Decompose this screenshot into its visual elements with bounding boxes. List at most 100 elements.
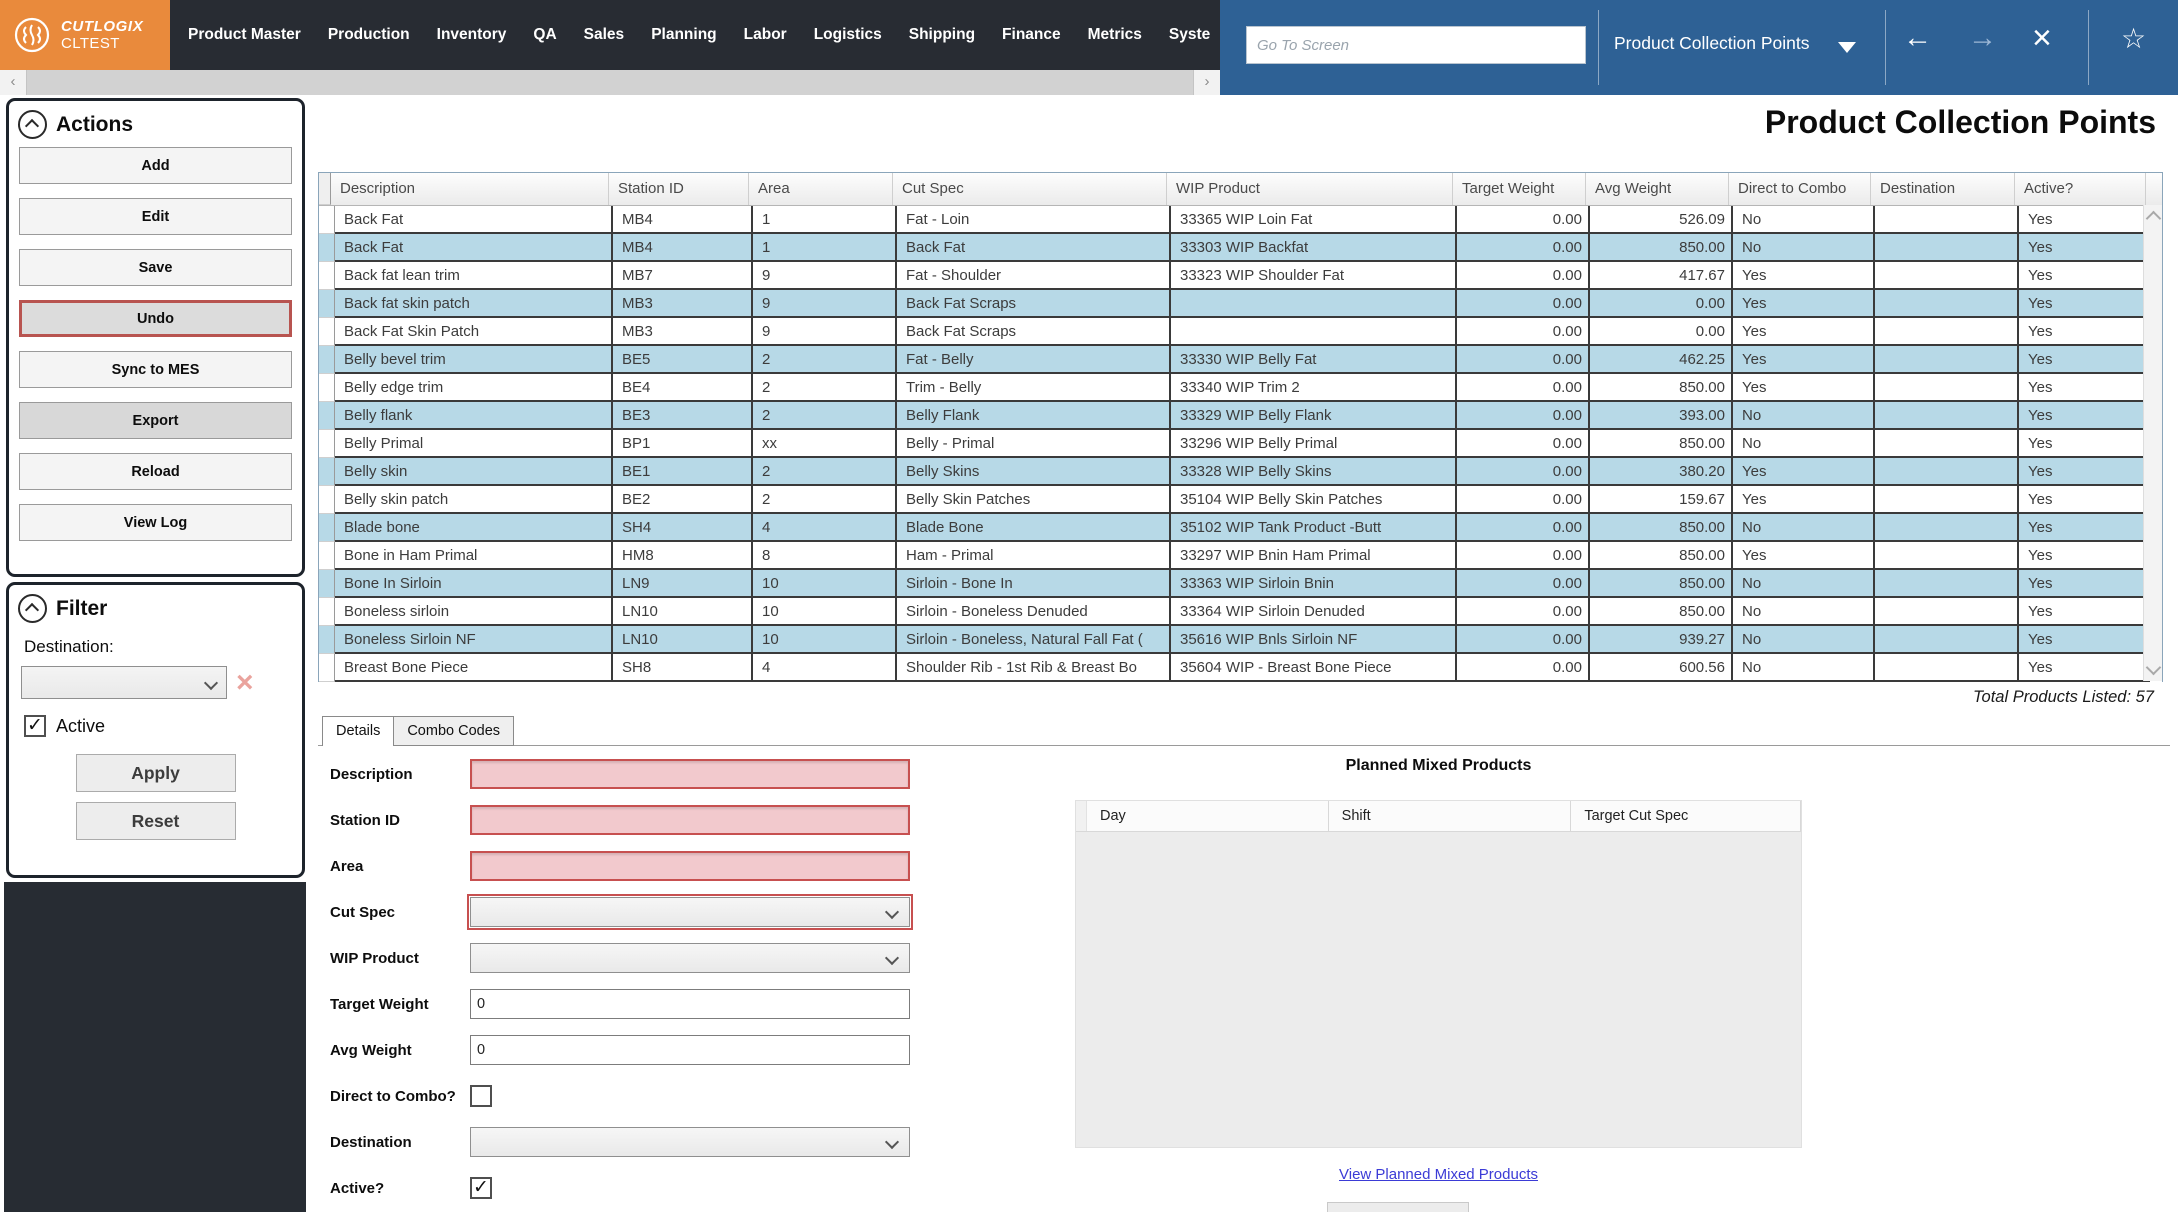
table-row[interactable]: Bone In Sirloin LN9 10 Sirloin - Bone In 333…: [319, 570, 2162, 598]
favorite-star-icon[interactable]: ☆: [2121, 23, 2147, 54]
filter-panel-header[interactable]: Filter: [18, 594, 302, 623]
column-header[interactable]: Area: [749, 173, 893, 205]
nav-item-production[interactable]: Production: [327, 26, 410, 43]
scroll-down-icon[interactable]: [2145, 659, 2162, 676]
export-button[interactable]: Export: [19, 402, 292, 439]
horizontal-scrollbar[interactable]: ‹ ›: [0, 70, 1220, 95]
avg-weight-field[interactable]: [470, 1035, 910, 1065]
table-row[interactable]: Back Fat MB4 1 Back Fat 33303 WIP Backfat 0.0…: [319, 234, 2162, 262]
vertical-scrollbar[interactable]: [2143, 205, 2162, 681]
table-row[interactable]: Bone in Ham Primal HM8 8 Ham - Primal 33297 …: [319, 542, 2162, 570]
collapse-chevron-icon[interactable]: [18, 594, 47, 623]
table-cell: Bone In Sirloin: [335, 570, 613, 598]
table-cell: Sirloin - Bone In: [897, 570, 1171, 598]
back-button[interactable]: ←: [1903, 22, 1932, 54]
wip-product-select[interactable]: [470, 943, 910, 973]
direct-to-combo-checkbox[interactable]: [470, 1085, 492, 1107]
column-header[interactable]: Shift: [1329, 801, 1572, 831]
table-row[interactable]: Back fat skin patch MB3 9 Back Fat Scraps 0.…: [319, 290, 2162, 318]
nav-item-planning[interactable]: Planning: [651, 26, 717, 43]
nav-item-labor[interactable]: Labor: [743, 26, 787, 43]
table-row[interactable]: Back Fat Skin Patch MB3 9 Back Fat Scraps 0.…: [319, 318, 2162, 346]
table-cell: MB7: [613, 262, 753, 290]
table-row[interactable]: Belly Primal BP1 xx Belly - Primal 33296 WIP…: [319, 430, 2162, 458]
nav-item-sales[interactable]: Sales: [583, 26, 625, 43]
description-field[interactable]: [470, 759, 910, 789]
nav-item-metrics[interactable]: Metrics: [1087, 26, 1142, 43]
chevron-down-icon[interactable]: [1838, 42, 1856, 53]
column-header[interactable]: Target Cut Spec: [1571, 801, 1801, 831]
target-weight-field[interactable]: [470, 989, 910, 1019]
table-row[interactable]: Boneless Sirloin NF LN10 10 Sirloin - Bonel…: [319, 626, 2162, 654]
table-row[interactable]: Boneless sirloin LN10 10 Sirloin - Boneless…: [319, 598, 2162, 626]
table-cell: 380.20: [1590, 458, 1733, 486]
add-button[interactable]: Add: [19, 147, 292, 184]
table-row[interactable]: Back Fat MB4 1 Fat - Loin 33365 WIP Loin Fat…: [319, 206, 2162, 234]
nav-item-logistics[interactable]: Logistics: [813, 26, 882, 43]
table-row[interactable]: Belly bevel trim BE5 2 Fat - Belly 33330 WIP…: [319, 346, 2162, 374]
edit-button[interactable]: Edit: [19, 198, 292, 235]
tab-combo-codes[interactable]: Combo Codes: [394, 716, 515, 746]
active-checkbox[interactable]: ✓: [470, 1177, 492, 1199]
column-header[interactable]: WIP Product: [1167, 173, 1453, 205]
forward-button[interactable]: →: [1968, 22, 1997, 54]
table-row[interactable]: Belly skin patch BE2 2 Belly Skin Patches 35…: [319, 486, 2162, 514]
nav-item-inventory[interactable]: Inventory: [436, 26, 507, 43]
table-cell: [1875, 598, 2019, 626]
destination-select[interactable]: [470, 1127, 910, 1157]
table-cell: 600.56: [1590, 654, 1733, 682]
scroll-left-button[interactable]: ‹: [0, 70, 27, 95]
nav-item-product-master[interactable]: Product Master: [188, 26, 301, 43]
column-header[interactable]: Day: [1087, 801, 1329, 831]
collapse-chevron-icon[interactable]: [18, 110, 47, 139]
close-button[interactable]: ×: [2032, 19, 2052, 57]
table-cell: 393.00: [1590, 402, 1733, 430]
clear-filter-icon[interactable]: ×: [236, 665, 254, 699]
table-row[interactable]: Belly flank BE3 2 Belly Flank 33329 WIP Bell…: [319, 402, 2162, 430]
column-header[interactable]: Cut Spec: [893, 173, 1167, 205]
table-row[interactable]: Back fat lean trim MB7 9 Fat - Shoulder 3332…: [319, 262, 2162, 290]
reset-button[interactable]: Reset: [75, 802, 236, 840]
column-header[interactable]: Description: [331, 173, 609, 205]
undo-button[interactable]: Undo: [19, 300, 292, 337]
tab-details[interactable]: Details: [322, 716, 395, 746]
nav-item-finance[interactable]: Finance: [1002, 26, 1061, 43]
table-cell: 9: [753, 262, 897, 290]
cut-spec-select[interactable]: [467, 894, 913, 930]
view-log-button[interactable]: View Log: [19, 504, 292, 541]
table-row[interactable]: Breast Bone Piece SH8 4 Shoulder Rib - 1st …: [319, 654, 2162, 682]
sync-to-mes-button[interactable]: Sync to MES: [19, 351, 292, 388]
column-header[interactable]: Destination: [1871, 173, 2015, 205]
table-cell: 0.00: [1590, 290, 1733, 318]
nav-item-qa[interactable]: QA: [533, 26, 557, 43]
logo-block[interactable]: CUTLOGIX CLTEST: [0, 0, 170, 70]
column-header[interactable]: Active?: [2015, 173, 2146, 205]
table-row[interactable]: Blade bone SH4 4 Blade Bone 35102 WIP Tank P…: [319, 514, 2162, 542]
station-id-field[interactable]: [470, 805, 910, 835]
column-header[interactable]: Target Weight: [1453, 173, 1586, 205]
view-planned-mixed-products-link[interactable]: View Planned Mixed Products: [1339, 1166, 1538, 1183]
save-button[interactable]: Save: [19, 249, 292, 286]
column-header[interactable]: Avg Weight: [1586, 173, 1729, 205]
active-filter-checkbox[interactable]: ✓: [24, 715, 46, 737]
nav-item-shipping[interactable]: Shipping: [908, 26, 976, 43]
reload-button[interactable]: Reload: [19, 453, 292, 490]
go-to-screen-input[interactable]: [1246, 26, 1586, 64]
column-header[interactable]: Station ID: [609, 173, 749, 205]
scroll-right-button[interactable]: ›: [1193, 70, 1220, 95]
actions-panel-header[interactable]: Actions: [18, 110, 302, 139]
nav-item-syste[interactable]: Syste: [1168, 26, 1211, 43]
scroll-up-icon[interactable]: [2145, 210, 2162, 227]
table-row[interactable]: Belly skin BE1 2 Belly Skins 33328 WIP Belly…: [319, 458, 2162, 486]
column-header[interactable]: Direct to Combo: [1729, 173, 1871, 205]
table-cell: SH8: [613, 654, 753, 682]
table-cell: 35604 WIP - Breast Bone Piece: [1171, 654, 1457, 682]
table-cell: 4: [753, 654, 897, 682]
table-row[interactable]: Belly edge trim BE4 2 Trim - Belly 33340 WIP…: [319, 374, 2162, 402]
apply-button[interactable]: Apply: [75, 754, 236, 792]
screen-selector[interactable]: Product Collection Points: [1614, 33, 1810, 53]
partial-bottom-button[interactable]: [1327, 1202, 1469, 1212]
destination-filter-select[interactable]: [21, 666, 227, 699]
table-cell: LN9: [613, 570, 753, 598]
area-field[interactable]: [470, 851, 910, 881]
